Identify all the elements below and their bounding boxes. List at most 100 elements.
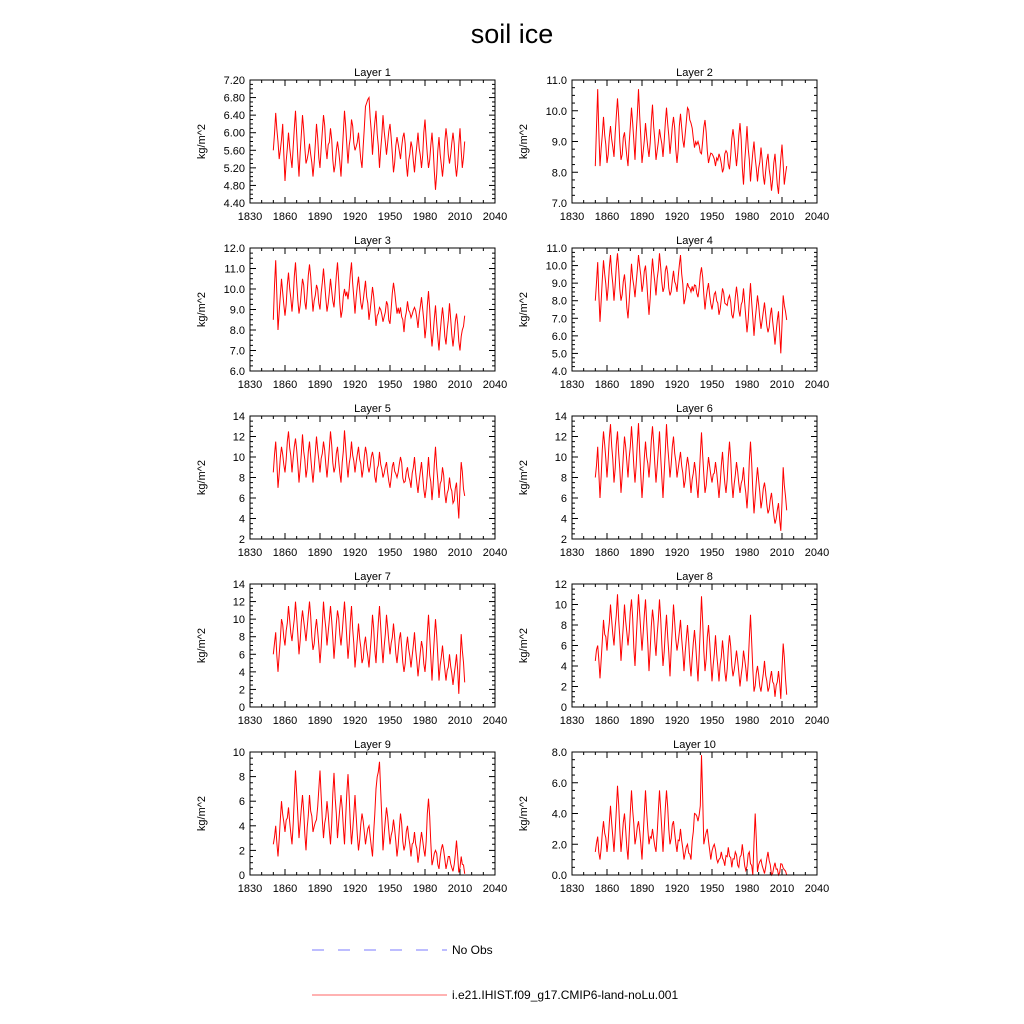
x-tick-label: 1890 [308,883,332,895]
y-tick-label: 0 [561,702,567,714]
x-tick-label: 2040 [483,715,507,727]
y-tick-label: 10.0 [546,261,567,273]
x-tick-label: 2010 [770,715,794,727]
x-tick-label: 1860 [273,715,297,727]
x-tick-label: 1860 [595,547,619,559]
x-tick-label: 1860 [273,547,297,559]
x-tick-label: 1860 [595,211,619,223]
y-tick-label: 8 [561,620,567,632]
plot-frame [571,247,818,372]
panel-layer-6: Layer 6 kg/m^2 1830 1860 1890 1920 1950 1980 201… [518,403,829,559]
legend-label-no-obs: No Obs [452,943,493,957]
y-tick-label: 11.0 [224,264,245,276]
x-tick-label: 1950 [378,883,402,895]
x-tick-label: 1830 [238,883,262,895]
x-tick-label: 1950 [378,547,402,559]
y-tick-label: 8.0 [230,325,245,337]
y-tick-label: 4.40 [224,198,245,210]
y-axis-label: kg/m^2 [196,460,208,495]
x-tick-label: 1980 [735,211,759,223]
y-tick-label: 14 [233,411,245,423]
x-tick-label: 1950 [700,883,724,895]
y-tick-label: 9.0 [230,305,245,317]
x-tick-label: 2010 [770,883,794,895]
y-tick-label: 4 [239,667,245,679]
y-tick-label: 8.0 [552,296,567,308]
legend: No Obs i.e21.IHIST.f09_g17.CMIP6-land-no… [312,943,678,1002]
x-tick-label: 1920 [665,379,689,391]
y-tick-label: 0 [239,870,245,882]
series-line [272,96,466,190]
y-tick-label: 7.20 [224,75,245,87]
y-tick-label: 10.0 [224,284,245,296]
y-tick-label: 8.0 [552,747,567,759]
series-line [272,601,466,694]
y-tick-label: 0.0 [552,870,567,882]
x-tick-label: 2010 [448,379,472,391]
series-line [272,761,466,874]
x-tick-label: 1890 [308,547,332,559]
y-tick-label: 10 [233,747,245,759]
x-tick-label: 1920 [665,211,689,223]
panel-layer-2: Layer 2 kg/m^2 1830 1860 1890 1920 1950 1980 201… [518,67,829,223]
x-tick-label: 2040 [483,547,507,559]
panel-layer-10: Layer 10 kg/m^2 1830 1860 1890 1920 1950 1980 20… [518,739,829,895]
x-tick-label: 1950 [378,211,402,223]
plot-frame [571,751,818,876]
x-tick-label: 2010 [448,883,472,895]
y-tick-label: 9.0 [552,278,567,290]
panel-title: Layer 4 [676,235,713,247]
x-tick-label: 1950 [700,715,724,727]
y-tick-label: 14 [555,411,567,423]
x-tick-label: 2010 [770,211,794,223]
y-tick-label: 7.0 [230,346,245,358]
y-tick-label: 6 [561,641,567,653]
y-axis-label: kg/m^2 [196,292,208,327]
plot-frame [249,79,496,204]
panel-title: Layer 8 [676,571,713,583]
x-tick-label: 1980 [735,715,759,727]
x-tick-label: 1860 [273,379,297,391]
y-axis-label: kg/m^2 [518,460,530,495]
x-tick-label: 2010 [770,547,794,559]
plot-frame [249,751,496,876]
y-tick-label: 12 [233,597,245,609]
series-line [594,423,788,531]
y-axis-label: kg/m^2 [518,796,530,831]
y-tick-label: 0 [239,702,245,714]
y-tick-label: 6 [239,649,245,661]
x-tick-label: 1830 [560,547,584,559]
plot-frame [571,79,818,204]
y-tick-label: 4 [239,821,245,833]
y-tick-label: 6 [239,493,245,505]
x-tick-label: 1890 [308,715,332,727]
x-tick-label: 1980 [413,379,437,391]
x-tick-label: 1830 [560,379,584,391]
y-tick-label: 6.80 [224,93,245,105]
x-tick-label: 1920 [665,547,689,559]
y-axis-label: kg/m^2 [196,628,208,663]
y-tick-label: 10 [555,452,567,464]
x-tick-label: 1980 [413,715,437,727]
x-tick-label: 1920 [665,883,689,895]
y-tick-label: 6.0 [552,778,567,790]
panel-layer-4: Layer 4 kg/m^2 1830 1860 1890 1920 1950 1980 201… [518,235,829,391]
y-tick-label: 12 [555,579,567,591]
y-tick-label: 2 [239,534,245,546]
y-tick-label: 6.0 [552,331,567,343]
series-line [594,594,788,699]
series-line [272,430,466,519]
panel-title: Layer 6 [676,403,713,415]
series-line [594,89,788,194]
x-tick-label: 1950 [378,715,402,727]
x-tick-label: 1920 [343,547,367,559]
y-tick-label: 4 [561,661,567,673]
x-tick-label: 2010 [770,379,794,391]
series-line [272,260,466,351]
x-tick-label: 1860 [595,883,619,895]
x-tick-label: 2040 [805,547,829,559]
x-tick-label: 1860 [273,883,297,895]
